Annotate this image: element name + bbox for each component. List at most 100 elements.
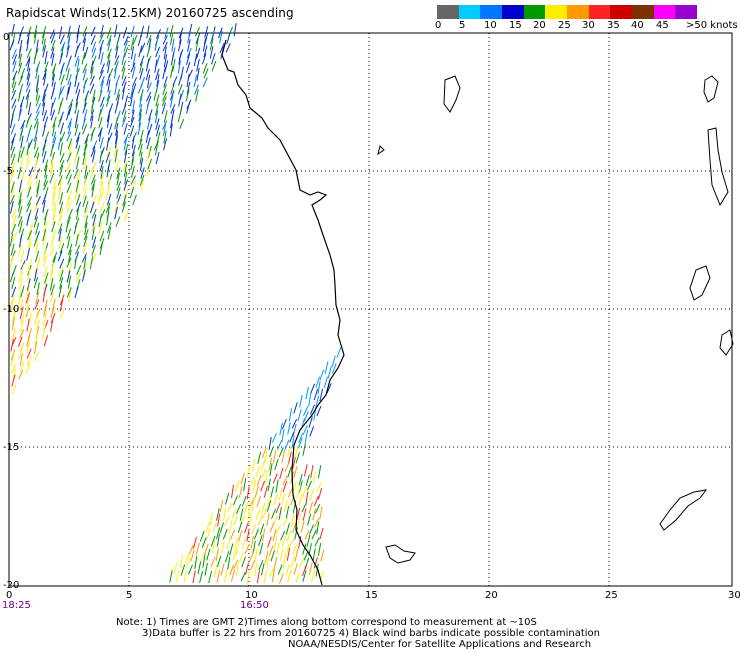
wind-barb — [74, 124, 79, 137]
wind-barb — [75, 156, 80, 170]
wind-barb — [91, 179, 96, 191]
wind-barb — [163, 54, 168, 68]
wind-barb — [50, 163, 54, 177]
wind-barb — [301, 502, 307, 513]
map-title: Rapidscat Winds(12.5KM) 20160725 ascendi… — [6, 6, 294, 20]
wind-barb — [83, 144, 88, 156]
wind-barb — [287, 451, 292, 464]
wind-barb — [297, 409, 302, 422]
wind-barb — [26, 283, 31, 297]
wind-barb — [42, 124, 46, 137]
wind-barb — [139, 55, 145, 66]
wind-barb — [170, 115, 174, 129]
wind-barb — [82, 243, 88, 254]
wind-barb — [169, 95, 174, 108]
wind-barb — [155, 151, 160, 165]
wind-barb — [298, 535, 302, 549]
wind-barb — [290, 555, 295, 568]
wind-barb — [26, 48, 32, 59]
wind-barb — [155, 46, 160, 58]
wind-barb — [229, 564, 235, 576]
wind-barb — [76, 58, 80, 72]
wind-barb — [204, 543, 209, 556]
wind-barb — [154, 59, 158, 73]
wind-barb — [18, 206, 23, 219]
wind-barb — [35, 195, 41, 206]
wind-barb — [20, 119, 26, 130]
wind-barb — [314, 537, 320, 547]
wind-barb — [42, 110, 48, 122]
wind-barb — [310, 464, 314, 478]
wind-barb — [58, 86, 62, 100]
scale-swatch — [545, 5, 568, 19]
wind-barb — [170, 104, 176, 114]
latitude-label: -15 — [3, 442, 20, 453]
wind-barb — [91, 226, 95, 241]
wind-barb — [58, 178, 62, 193]
wind-barb — [33, 341, 38, 355]
swath-time-label: 16:50 — [240, 600, 269, 611]
wind-barb — [121, 86, 125, 100]
wind-barb — [42, 139, 47, 151]
longitude-label: 25 — [605, 590, 618, 601]
wind-barb — [98, 128, 102, 142]
wind-barb — [11, 286, 17, 298]
wind-barb — [147, 158, 152, 170]
wind-barb — [17, 199, 22, 212]
wind-barb — [275, 524, 281, 535]
wind-barb — [146, 149, 151, 163]
wind-barb — [153, 140, 159, 151]
wind-barb — [148, 109, 153, 121]
wind-barb — [97, 192, 102, 205]
wind-barb — [41, 144, 46, 157]
wind-barb — [90, 66, 94, 80]
wind-barb — [106, 114, 110, 128]
wind-barb — [309, 488, 314, 501]
wind-barb — [209, 38, 214, 51]
coastline-africa — [221, 39, 345, 586]
wind-barb — [11, 23, 15, 37]
wind-barb — [42, 312, 47, 326]
wind-barb — [315, 376, 320, 388]
wind-barb — [204, 26, 209, 38]
wind-barb — [28, 223, 33, 235]
wind-barb — [114, 117, 119, 130]
wind-barb — [260, 459, 266, 471]
wind-barb — [306, 480, 313, 491]
wind-barb — [251, 523, 257, 535]
wind-barb — [308, 416, 313, 428]
wind-barb — [268, 545, 274, 556]
wind-barb — [12, 367, 16, 381]
wind-barb — [146, 45, 151, 58]
wind-barb — [208, 570, 213, 584]
wind-barb — [43, 73, 47, 86]
wind-barb — [11, 374, 16, 387]
wind-barb — [50, 318, 54, 332]
wind-barb — [305, 386, 309, 400]
wind-barb — [226, 32, 231, 45]
wind-barb — [130, 93, 134, 107]
wind-barb — [106, 212, 110, 226]
wind-barb — [287, 488, 293, 498]
wind-barb — [57, 175, 63, 186]
scale-label: 25 — [558, 20, 571, 31]
wind-barb — [315, 503, 321, 514]
wind-barb — [97, 108, 102, 122]
wind-barb — [254, 563, 258, 577]
wind-barb — [289, 432, 295, 443]
wind-barb — [66, 257, 72, 268]
wind-barb — [20, 260, 26, 270]
wind-barb — [43, 180, 49, 191]
wind-barb — [132, 194, 137, 206]
wind-barb — [327, 366, 332, 379]
wind-barb — [51, 39, 56, 51]
wind-barb — [206, 548, 211, 561]
wind-barb — [286, 548, 291, 561]
wind-barb — [26, 67, 31, 80]
latitude-label: -5 — [3, 166, 13, 177]
wind-barb — [266, 555, 270, 569]
wind-barb — [82, 68, 87, 81]
wind-barb — [105, 187, 110, 200]
wind-barb — [90, 115, 94, 129]
wind-barb — [219, 30, 223, 44]
